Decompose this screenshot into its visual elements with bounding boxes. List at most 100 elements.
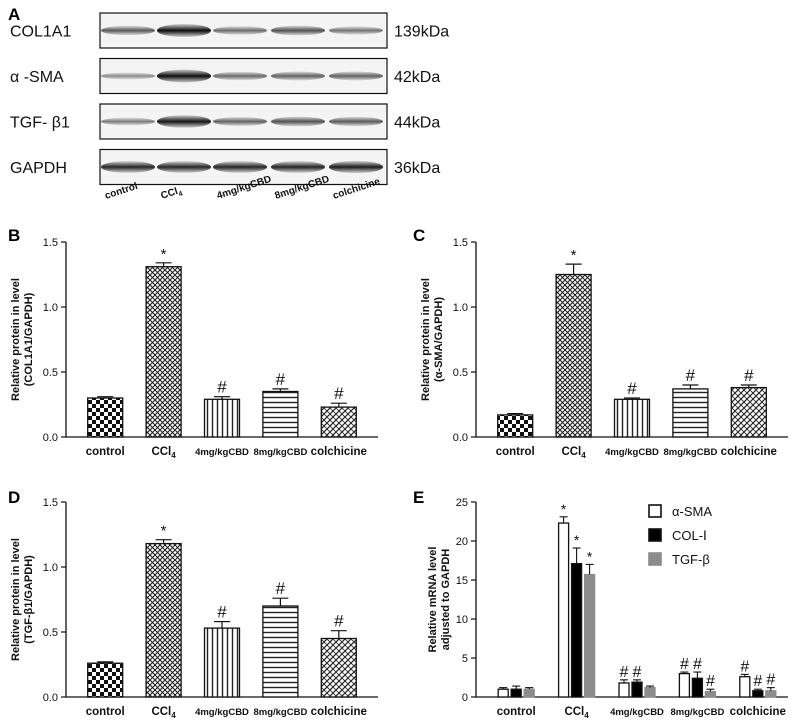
significance-marker: * [571,247,577,264]
legend-swatch [648,528,662,542]
y-tick-label: 1.5 [43,237,58,249]
panel-label-a: A [8,5,20,24]
tick-label-subscript: 4 [581,451,586,460]
tick-label-text: CCl [564,706,584,718]
x-tick-label: control [86,446,125,458]
blot-protein-label: GAPDH [10,160,67,177]
blot-band [329,71,383,81]
bar [672,388,709,438]
y-tick-label: 20 [456,536,468,548]
chart-b: 0.0 0.5 1.0 1.5 Relative protein in level (CO… [10,237,378,460]
bar [557,522,570,698]
bar [320,637,357,698]
tick-label-text: CCl [561,446,581,458]
significance-marker: # [217,603,227,622]
blot-band [271,161,325,173]
bar [497,414,534,438]
significance-marker: * [574,532,580,548]
x-tick-label: colchicine [730,706,786,718]
bar [262,390,299,438]
significance-marker: * [161,246,167,263]
blot-size-label: 44kDa [394,115,440,132]
blot-band [329,160,383,174]
x-tick-label: CCl4 [151,446,176,460]
bar [644,686,656,698]
significance-marker: # [766,672,775,689]
bar [523,688,535,698]
x-tick-label: control [497,706,536,718]
chart-e: 0 5 10 15 20 25 Relative mRNA level adjusted to… [427,497,788,720]
blot-band [101,117,155,126]
significance-marker: # [276,579,286,598]
bar [497,688,509,698]
significance-marker: # [334,612,344,631]
lane-label-text: CCl [160,186,180,202]
y-axis-label: (α-SMA/GAPDH) [433,297,445,382]
blot-band [213,161,267,173]
panel-label-d: D [8,488,20,507]
bar [691,677,704,698]
significance-marker: # [680,656,689,673]
bar [618,682,630,698]
blot-band [157,115,211,128]
blot-band [157,24,211,37]
x-tick-label: CCl4 [151,706,176,720]
panel-d: D 0.0 0.5 1.0 1.5 Relative protein in level(… [8,488,378,720]
y-axis-label: Relative mRNA level [427,547,439,653]
lane-label-subscript: 4 [178,191,184,199]
significance-marker: * [587,548,593,564]
y-tick-label: 0.5 [453,367,468,379]
y-axis-label: (TGF-β1/GAPDH) [23,555,35,644]
significance-marker: # [693,656,702,673]
x-tick-label: colchicine [311,446,367,458]
blot-row: COL1A1 139kDa [10,12,449,49]
blot-row: α -SMA 42kDa [10,57,440,95]
x-tick-label: 8mg/kgCBD [663,447,717,458]
significance-marker: # [740,658,749,675]
panel-e: E 0 5 10 15 20 25 Relative mRNA level adjusted … [413,488,788,720]
x-tick-label: control [496,446,535,458]
blot-band [271,25,325,36]
significance-marker: # [620,664,629,681]
legend-label: TGF-β [672,552,710,567]
significance-marker: * [561,501,567,517]
significance-marker: # [706,673,715,690]
legend-swatch [648,552,662,566]
y-tick-label: 25 [456,497,468,509]
significance-marker: * [161,523,167,540]
significance-marker: # [744,366,754,385]
x-tick-label: CCl4 [561,446,586,460]
blot-lane-label: CCl4 [160,185,184,204]
y-tick-label: 1.0 [43,562,58,574]
y-axis-label: Relative protein in level [420,278,432,401]
blot-band [213,71,267,81]
blot-protein-label: α -SMA [10,69,64,86]
bar [320,406,357,438]
bar [570,562,583,698]
bar [262,605,299,698]
blot-size-label: 139kDa [394,24,449,41]
x-tick-label: 4mg/kgCBD [195,707,249,718]
y-tick-label: 0.0 [453,432,468,444]
blot-size-label: 42kDa [394,69,440,86]
bar [555,273,592,438]
significance-marker: # [334,384,344,403]
blot-band [101,161,155,173]
legend-label: α-SMA [672,504,712,519]
blot-row: TGF- β1 44kDa [10,103,440,140]
bar [631,681,643,698]
x-tick-label: 8mg/kgCBD [670,707,724,718]
significance-marker: # [217,378,227,397]
significance-marker: # [753,673,762,690]
y-axis-label: Relative protein in level [10,538,22,661]
panel-b: B 0.0 0.5 1.0 1.5 Relative protein in level(… [8,226,378,460]
y-tick-label: 0.0 [43,432,58,444]
x-tick-label: 4mg/kgCBD [195,447,249,458]
panel-label-e: E [413,488,424,507]
blot-protein-label: COL1A1 [10,24,71,41]
y-tick-label: 0.0 [43,692,58,704]
bar [704,690,717,698]
blot-band [329,116,383,127]
blot-band [329,26,383,35]
